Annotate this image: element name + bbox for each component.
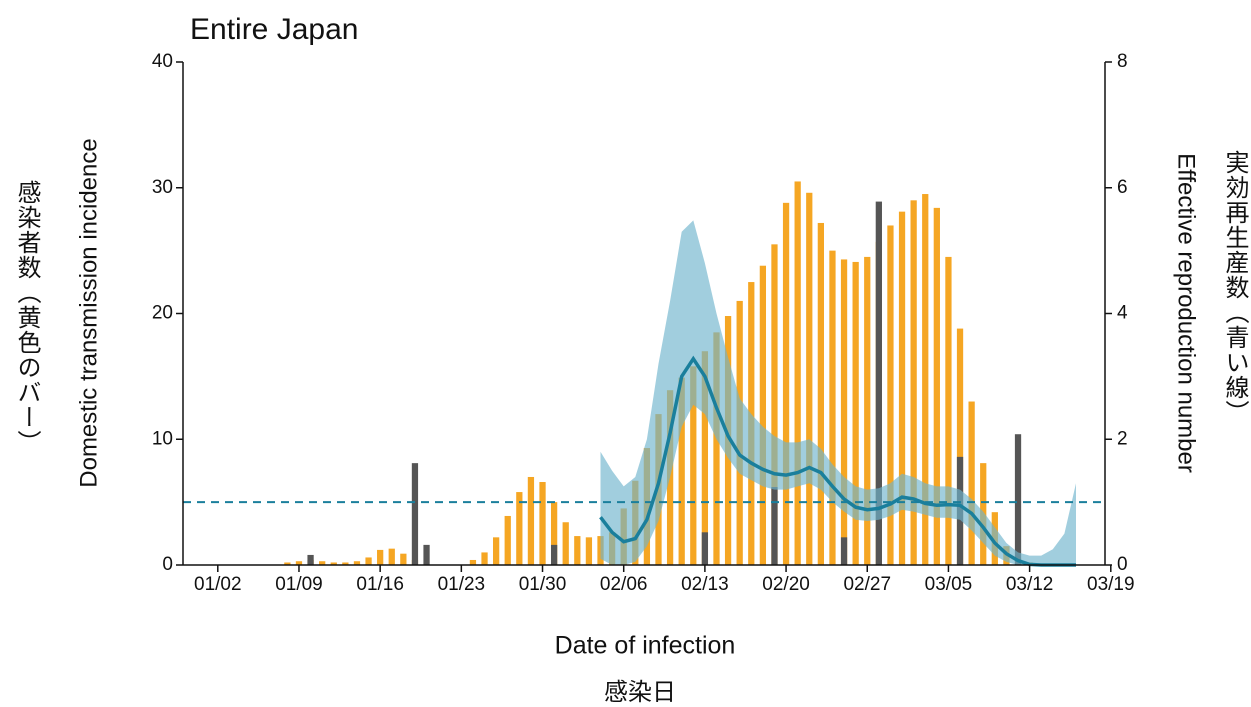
x-tick-label: 01/02 <box>194 574 242 595</box>
bar <box>295 561 303 565</box>
y2-tick-label: 4 <box>1117 303 1128 324</box>
bar <box>956 328 964 565</box>
x-tick-label: 01/16 <box>356 574 404 595</box>
bar <box>690 366 697 565</box>
x-tick-label: 02/13 <box>681 574 729 595</box>
x-tick-label: 02/06 <box>600 574 648 595</box>
bar <box>933 207 940 565</box>
x-tick-label: 03/05 <box>925 574 973 595</box>
bar <box>840 537 848 565</box>
bar <box>887 225 894 565</box>
y-tick-label: 40 <box>152 51 173 72</box>
x-axis-label: Date of infection <box>555 632 736 660</box>
confidence-band <box>600 220 1076 565</box>
y2-tick-label: 6 <box>1117 177 1128 198</box>
bar <box>353 561 361 565</box>
bar <box>782 202 790 565</box>
bar <box>794 181 801 565</box>
bar <box>666 390 674 565</box>
y2-tick-label: 8 <box>1117 51 1128 72</box>
bar <box>284 562 291 565</box>
bar <box>898 211 906 565</box>
bar <box>806 192 813 565</box>
y-tick-label: 10 <box>152 428 173 449</box>
x-tick-label: 01/09 <box>275 574 323 595</box>
bar <box>759 265 767 565</box>
x-tick-label: 02/27 <box>843 574 891 595</box>
y-axis-label-ja: 感染者数（黄色のバー） <box>13 180 41 455</box>
bar <box>910 200 917 565</box>
y2-tick-label: 0 <box>1117 554 1128 575</box>
y2-tick-label: 2 <box>1117 428 1128 449</box>
bar <box>527 476 535 565</box>
bar <box>852 261 859 565</box>
bar <box>423 544 430 565</box>
bar <box>840 259 848 565</box>
bar <box>469 559 477 565</box>
x-tick-label: 02/20 <box>762 574 810 595</box>
bar <box>377 549 384 565</box>
bar <box>481 552 488 565</box>
bar <box>817 222 824 565</box>
bar <box>875 201 882 565</box>
y2-axis-label: Effective reproduction number <box>1173 153 1200 473</box>
y-tick-label: 0 <box>162 554 173 575</box>
bar <box>713 332 720 565</box>
x-tick-label: 01/30 <box>519 574 567 595</box>
bar <box>968 401 975 565</box>
y2-axis-label-ja: 実効再生産数（青い線） <box>1221 150 1249 425</box>
bar <box>342 562 349 565</box>
bar <box>585 537 593 565</box>
x-tick-label: 01/23 <box>438 574 486 595</box>
bar <box>550 502 558 565</box>
bar <box>922 194 929 565</box>
bar <box>864 256 871 565</box>
bar <box>678 377 685 565</box>
bar <box>771 487 778 565</box>
bar <box>516 492 523 565</box>
bar <box>829 250 836 565</box>
bar <box>307 554 314 565</box>
bar <box>701 351 709 565</box>
bar <box>562 522 569 565</box>
bar <box>400 553 407 565</box>
x-tick-label: 03/12 <box>1006 574 1054 595</box>
y-tick-label: 30 <box>152 177 173 198</box>
bar <box>388 548 395 565</box>
bar <box>771 244 778 565</box>
bar <box>539 482 546 565</box>
line <box>599 355 1076 567</box>
bar <box>574 536 581 565</box>
bar <box>411 463 419 565</box>
bar <box>504 515 511 565</box>
bar <box>493 537 500 565</box>
bar <box>550 544 558 565</box>
bar <box>319 561 326 565</box>
x-axis-label-ja: 感染日 <box>604 678 676 706</box>
bar <box>945 256 952 565</box>
y-axis-label: Domestic transmission incidence <box>75 138 102 487</box>
bar <box>365 557 372 565</box>
bar <box>1014 434 1022 565</box>
x-tick-label: 03/19 <box>1087 574 1135 595</box>
y-tick-label: 20 <box>152 303 173 324</box>
bar <box>701 532 709 565</box>
chart-title: Entire Japan <box>190 13 358 46</box>
bar <box>330 562 337 565</box>
